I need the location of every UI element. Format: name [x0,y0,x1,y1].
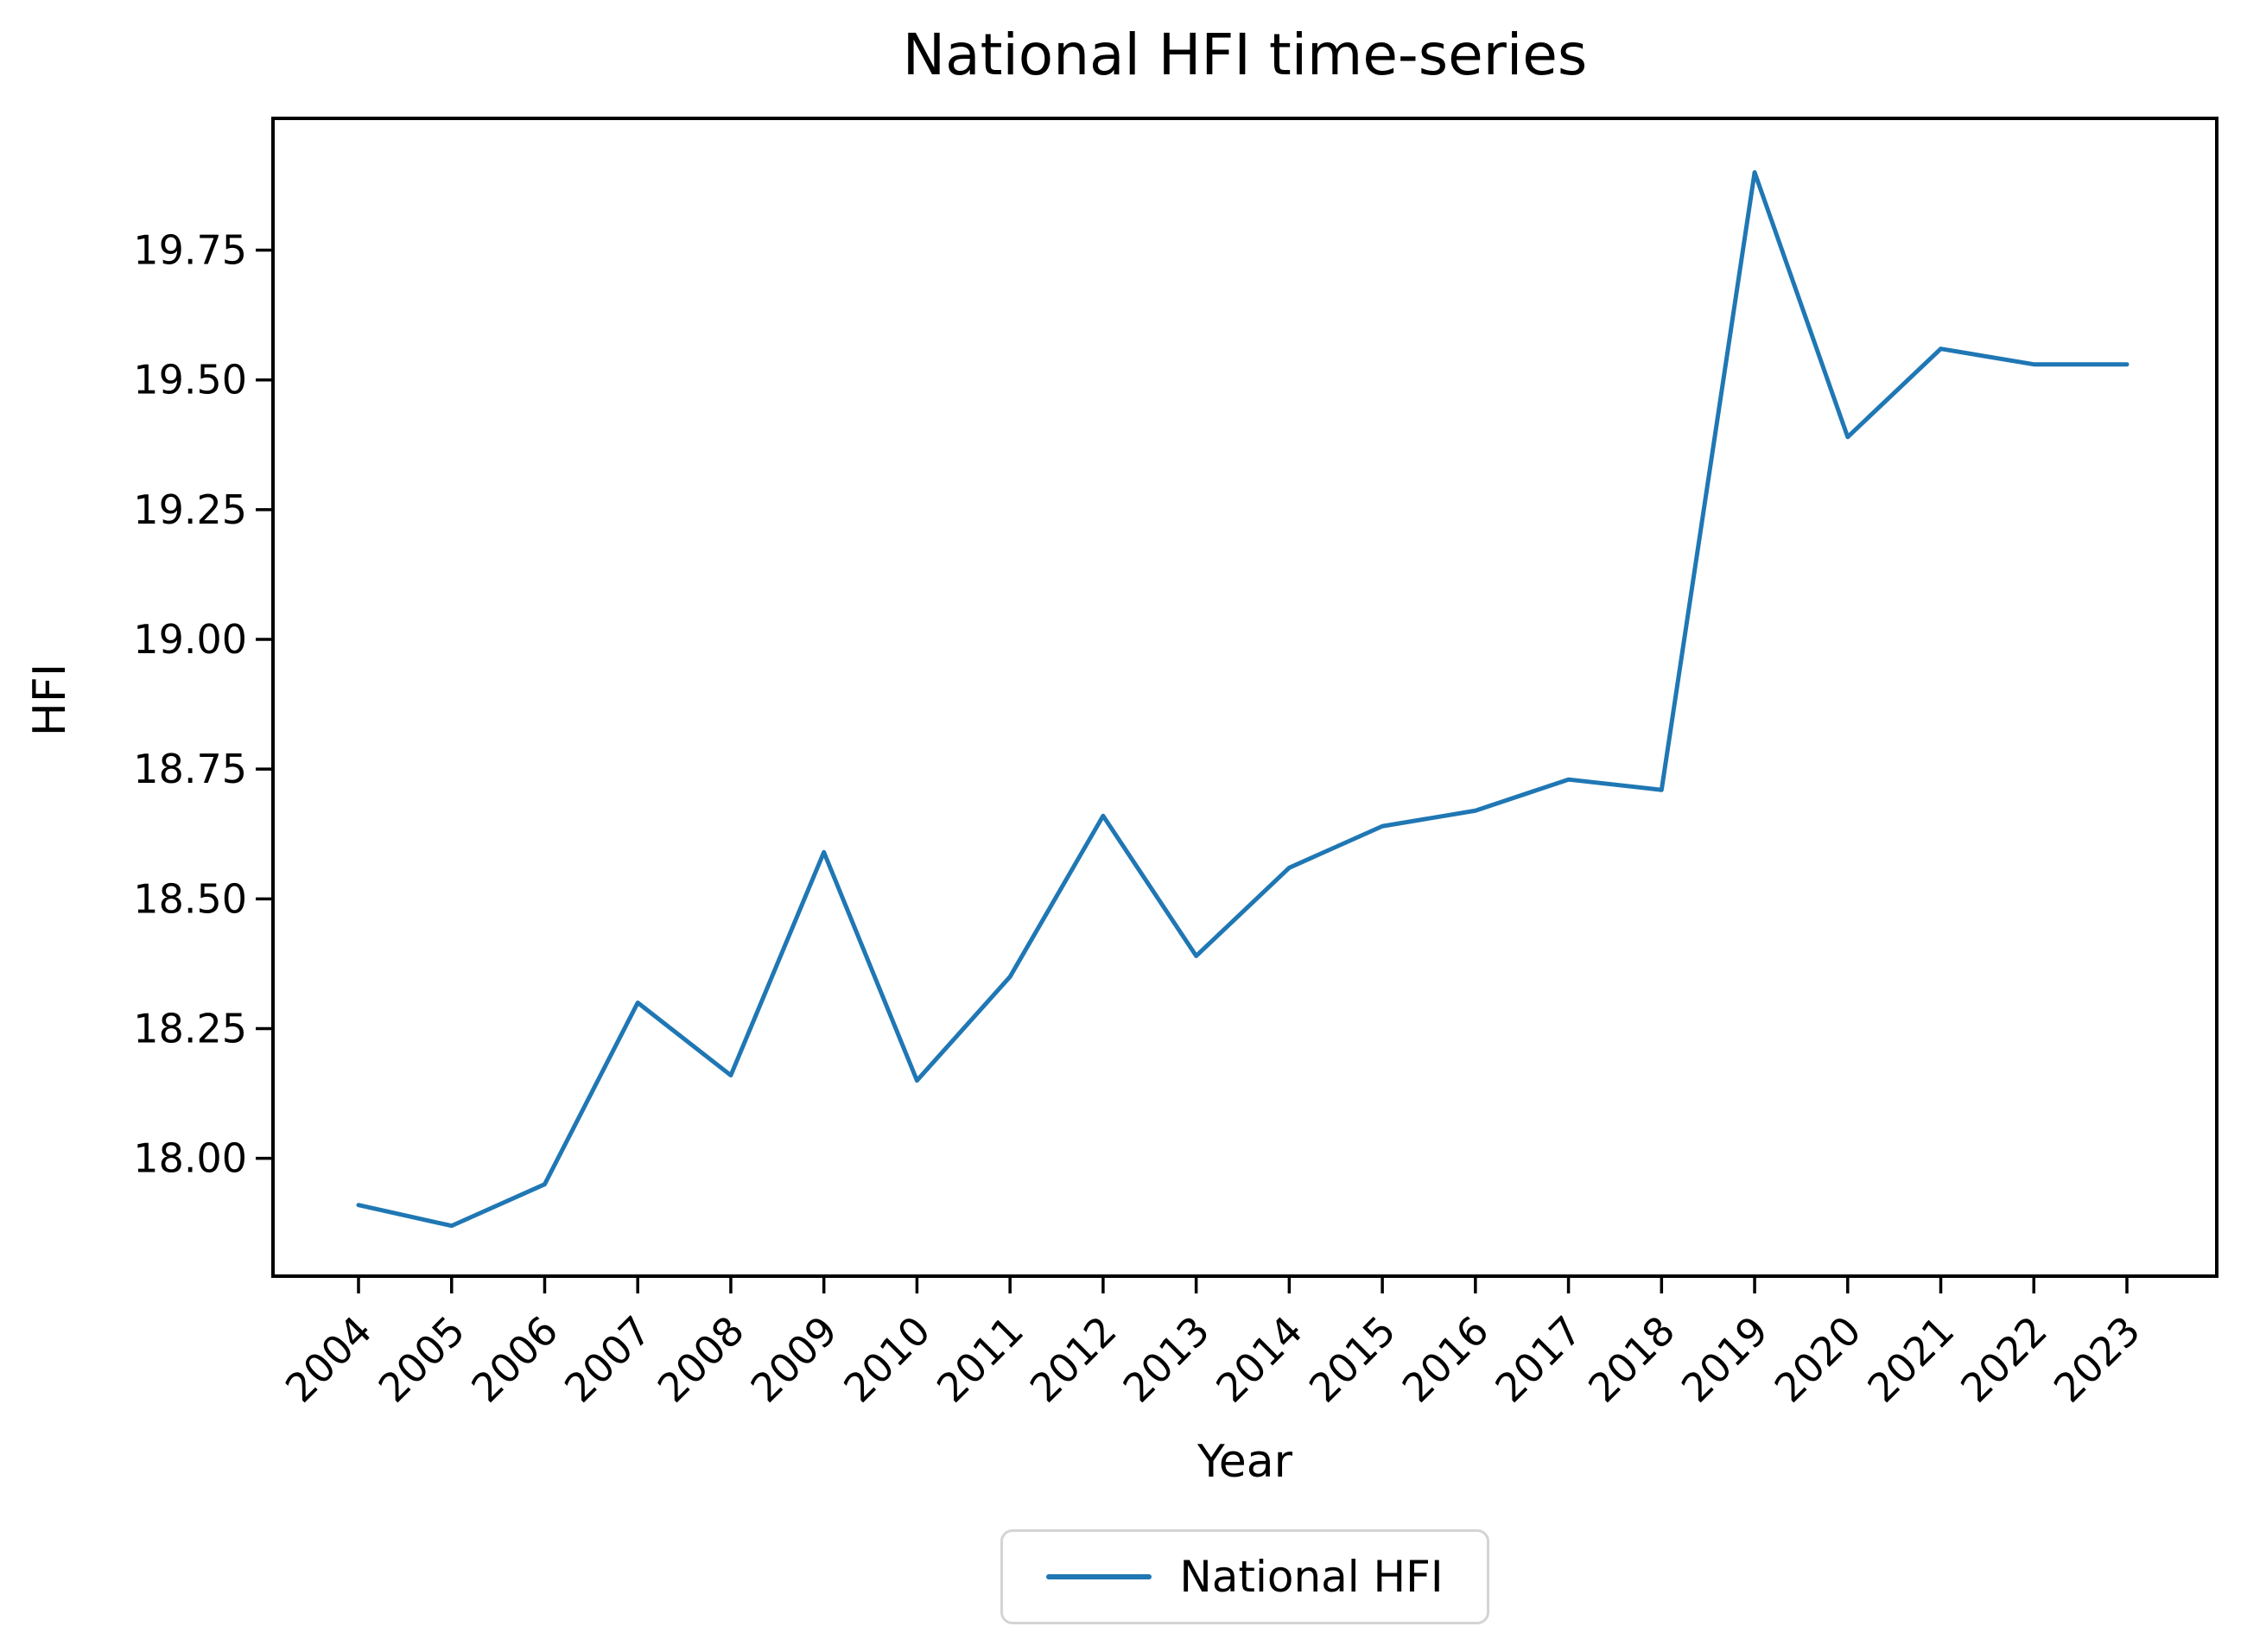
x-tick-label: 2005 [370,1307,474,1412]
x-tick-label: 2018 [1579,1307,1684,1412]
x-tick-label: 2020 [1766,1307,1870,1412]
legend: National HFI [1000,1529,1489,1624]
x-tick-label: 2010 [835,1307,939,1412]
x-tick-label: 2007 [555,1307,660,1412]
axes-spines [271,117,2218,1278]
y-tick-label: 19.50 [133,357,247,403]
legend-line-sample-icon [1046,1574,1152,1579]
y-tick-label: 18.00 [133,1135,247,1182]
legend-label: National HFI [1179,1552,1444,1602]
y-axis-label: HFI [24,663,76,737]
y-tick-label: 19.00 [133,616,247,663]
x-tick-label: 2012 [1021,1307,1126,1412]
x-tick-label: 2014 [1207,1307,1311,1412]
y-tick-label: 18.50 [133,875,247,922]
x-tick-label: 2008 [649,1307,753,1412]
x-tick-label: 2016 [1393,1307,1498,1412]
x-tick-label: 2021 [1858,1307,1963,1412]
x-tick-label: 2013 [1114,1307,1218,1412]
y-tick-label: 19.75 [133,227,247,274]
x-tick-label: 2009 [741,1307,846,1412]
legend-row: National HFI [273,1529,2217,1624]
series-line-national-hfi [356,169,2130,1229]
y-tick-label: 18.75 [133,746,247,792]
x-tick-label: 2019 [1673,1307,1777,1412]
y-tick-label: 18.25 [133,1006,247,1052]
x-tick-label: 2011 [928,1307,1032,1412]
x-tick-label: 2015 [1300,1307,1405,1412]
x-tick-label: 2017 [1486,1307,1590,1412]
x-tick-label: 2022 [1952,1307,2056,1412]
x-tick-label: 2004 [276,1307,381,1412]
x-axis-label: Year [1196,1436,1293,1488]
y-tick-label: 19.25 [133,486,247,533]
chart-title: National HFI time-series [902,22,1588,88]
x-tick-label: 2006 [462,1307,567,1412]
x-tick-label: 2023 [2045,1307,2149,1412]
